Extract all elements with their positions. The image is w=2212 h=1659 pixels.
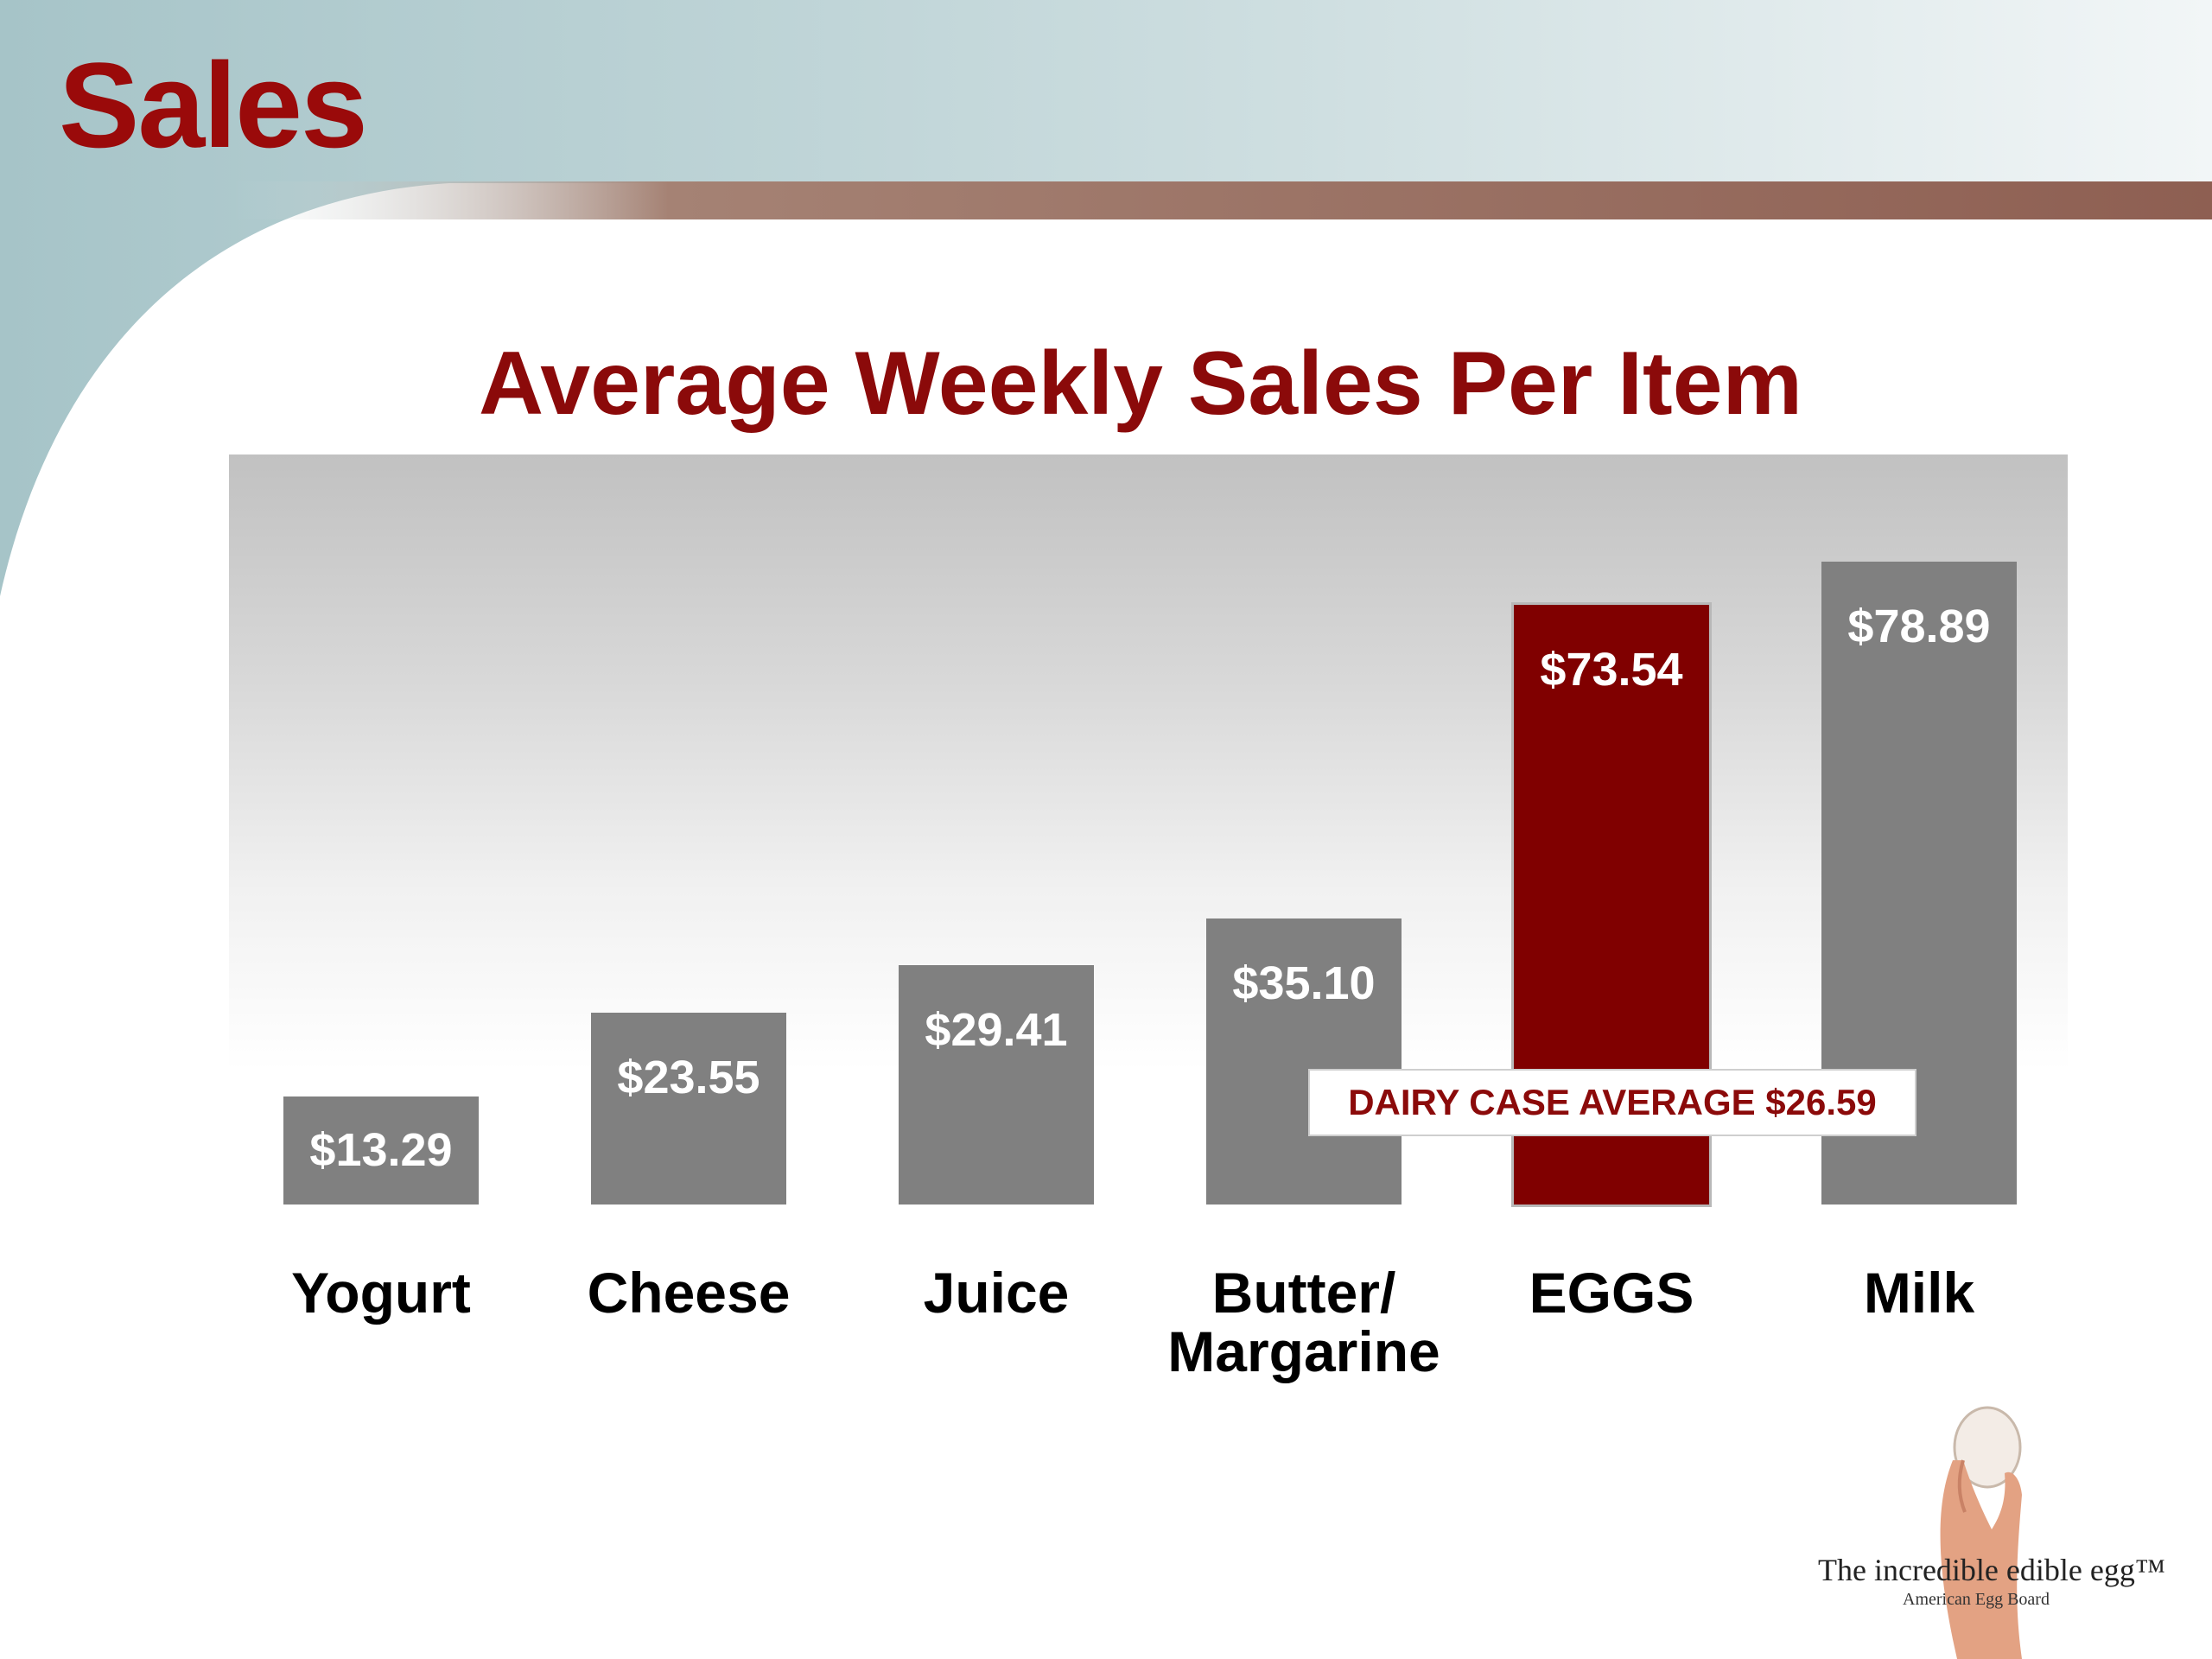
bar-juice [899,964,1094,1205]
dairy-average-label: DAIRY CASE AVERAGE $26.59 [1308,1069,1916,1136]
value-label-cheese: $23.55 [617,1051,760,1103]
category-label-juice: Juice [923,1261,1070,1325]
logo-subtext: American Egg Board [1903,1590,2050,1609]
egg-logo-icon [1940,1406,2022,1659]
header-swoosh [0,0,2212,596]
bar-yogurt [283,1096,479,1205]
value-label-butter-margarine: $35.10 [1232,957,1376,1009]
value-label-juice: $29.41 [925,1003,1068,1056]
category-label-butter-margarine: Butter/ Margarine [1167,1261,1440,1383]
chart-title: Average Weekly Sales Per Item [478,334,1803,434]
value-label-milk: $78.89 [1847,600,1991,652]
value-label-eggs: $73.54 [1540,644,1683,696]
slide-title: Sales [59,37,368,173]
bar-cheese [591,1012,786,1205]
category-label-milk: Milk [1863,1261,1975,1325]
category-label-cheese: Cheese [587,1261,791,1325]
bar-butter-margarine [1206,918,1402,1205]
logo-text: The incredible edible egg™ [1818,1553,2166,1587]
category-label-yogurt: Yogurt [291,1261,471,1325]
value-label-yogurt: $13.29 [309,1124,453,1177]
category-label-eggs: EGGS [1529,1261,1694,1325]
header-accent-band [233,181,2212,219]
